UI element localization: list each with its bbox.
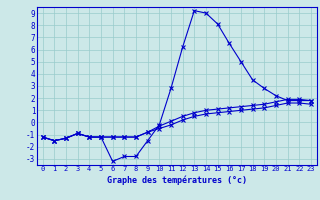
X-axis label: Graphe des températures (°c): Graphe des températures (°c): [107, 175, 247, 185]
